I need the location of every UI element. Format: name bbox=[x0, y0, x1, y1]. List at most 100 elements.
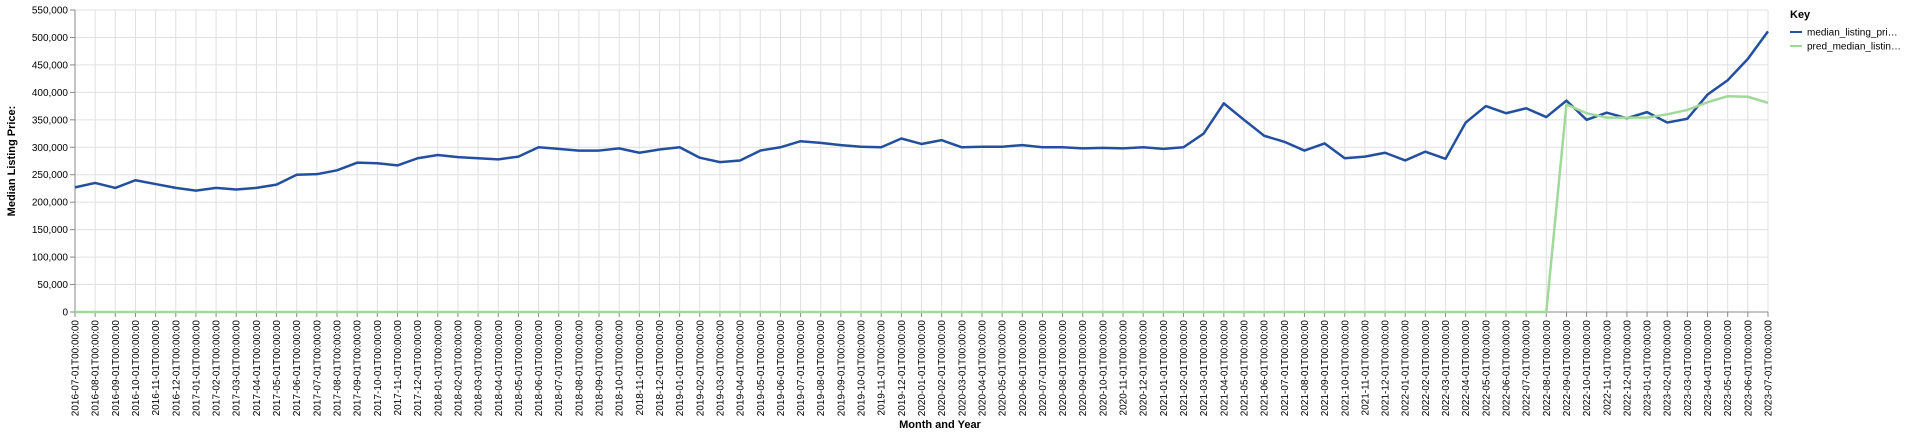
x-tick-label: 2020-07-01T00:00:00 bbox=[1038, 320, 1049, 417]
x-tick-label: 2021-10-01T00:00:00 bbox=[1340, 320, 1351, 417]
x-tick-label: 2016-07-01T00:00:00 bbox=[71, 320, 82, 417]
x-tick-label: 2016-08-01T00:00:00 bbox=[91, 320, 102, 417]
x-tick-label: 2017-10-01T00:00:00 bbox=[373, 320, 384, 417]
y-tick-label: 150,000 bbox=[32, 225, 69, 236]
x-tick-label: 2021-05-01T00:00:00 bbox=[1239, 320, 1250, 417]
x-tick-label: 2021-02-01T00:00:00 bbox=[1179, 320, 1190, 417]
x-tick-label: 2023-05-01T00:00:00 bbox=[1723, 320, 1734, 417]
x-tick-label: 2018-12-01T00:00:00 bbox=[655, 320, 666, 417]
x-tick-label: 2020-01-01T00:00:00 bbox=[917, 320, 928, 417]
x-tick-label: 2017-03-01T00:00:00 bbox=[232, 320, 243, 417]
y-axis-title: Median Listing Price: bbox=[6, 106, 18, 217]
x-tick-label: 2019-07-01T00:00:00 bbox=[796, 320, 807, 417]
x-tick-label: 2022-09-01T00:00:00 bbox=[1562, 320, 1573, 417]
x-tick-label: 2017-01-01T00:00:00 bbox=[191, 320, 202, 417]
x-tick-label: 2017-09-01T00:00:00 bbox=[353, 320, 364, 417]
x-tick-label: 2019-03-01T00:00:00 bbox=[715, 320, 726, 417]
legend-label: median_listing_pri… bbox=[1807, 28, 1898, 39]
x-tick-label: 2020-04-01T00:00:00 bbox=[977, 320, 988, 417]
x-tick-label: 2023-02-01T00:00:00 bbox=[1663, 320, 1674, 417]
y-tick-label: 100,000 bbox=[32, 253, 69, 264]
x-tick-label: 2022-11-01T00:00:00 bbox=[1602, 320, 1613, 416]
x-tick-label: 2017-02-01T00:00:00 bbox=[212, 320, 223, 417]
x-tick-label: 2019-09-01T00:00:00 bbox=[836, 320, 847, 417]
x-tick-label: 2022-06-01T00:00:00 bbox=[1501, 320, 1512, 417]
x-tick-label: 2017-11-01T00:00:00 bbox=[393, 320, 404, 416]
x-tick-label: 2023-04-01T00:00:00 bbox=[1703, 320, 1714, 417]
x-tick-label: 2019-08-01T00:00:00 bbox=[816, 320, 827, 417]
x-tick-label: 2022-05-01T00:00:00 bbox=[1481, 320, 1492, 417]
y-tick-label: 50,000 bbox=[37, 280, 68, 291]
x-tick-label: 2021-04-01T00:00:00 bbox=[1219, 320, 1230, 417]
x-tick-label: 2022-07-01T00:00:00 bbox=[1522, 320, 1533, 417]
x-tick-label: 2023-07-01T00:00:00 bbox=[1764, 320, 1775, 417]
x-tick-label: 2017-07-01T00:00:00 bbox=[312, 320, 323, 417]
x-tick-label: 2021-11-01T00:00:00 bbox=[1360, 320, 1371, 416]
x-tick-label: 2017-05-01T00:00:00 bbox=[272, 320, 283, 417]
x-tick-label: 2020-11-01T00:00:00 bbox=[1119, 320, 1130, 416]
x-tick-label: 2018-10-01T00:00:00 bbox=[615, 320, 626, 417]
x-tick-label: 2019-04-01T00:00:00 bbox=[736, 320, 747, 417]
x-tick-label: 2019-12-01T00:00:00 bbox=[897, 320, 908, 417]
y-tick-label: 200,000 bbox=[32, 198, 69, 209]
x-tick-label: 2020-03-01T00:00:00 bbox=[957, 320, 968, 417]
x-tick-label: 2016-09-01T00:00:00 bbox=[111, 320, 122, 417]
x-tick-label: 2021-07-01T00:00:00 bbox=[1280, 320, 1291, 417]
x-tick-label: 2018-09-01T00:00:00 bbox=[595, 320, 606, 417]
x-tick-label: 2023-06-01T00:00:00 bbox=[1743, 320, 1754, 417]
x-tick-label: 2022-08-01T00:00:00 bbox=[1542, 320, 1553, 417]
x-tick-label: 2018-05-01T00:00:00 bbox=[514, 320, 525, 417]
legend-title: Key bbox=[1790, 9, 1811, 21]
x-tick-label: 2023-01-01T00:00:00 bbox=[1643, 320, 1654, 417]
x-tick-label: 2018-01-01T00:00:00 bbox=[433, 320, 444, 417]
x-tick-label: 2021-09-01T00:00:00 bbox=[1320, 320, 1331, 417]
x-tick-label: 2021-06-01T00:00:00 bbox=[1260, 320, 1271, 417]
x-tick-label: 2020-10-01T00:00:00 bbox=[1098, 320, 1109, 417]
y-tick-label: 400,000 bbox=[32, 88, 69, 99]
x-tick-label: 2018-06-01T00:00:00 bbox=[534, 320, 545, 417]
x-tick-label: 2022-10-01T00:00:00 bbox=[1582, 320, 1593, 417]
y-tick-label: 450,000 bbox=[32, 60, 69, 71]
x-tick-label: 2022-02-01T00:00:00 bbox=[1421, 320, 1432, 417]
x-tick-label: 2019-06-01T00:00:00 bbox=[776, 320, 787, 417]
x-tick-label: 2016-12-01T00:00:00 bbox=[171, 320, 182, 417]
x-tick-label: 2018-11-01T00:00:00 bbox=[635, 320, 646, 416]
x-tick-label: 2017-04-01T00:00:00 bbox=[252, 320, 263, 417]
y-tick-label: 0 bbox=[62, 308, 68, 319]
x-tick-label: 2020-06-01T00:00:00 bbox=[1018, 320, 1029, 417]
x-tick-label: 2022-04-01T00:00:00 bbox=[1461, 320, 1472, 417]
x-tick-label: 2019-05-01T00:00:00 bbox=[756, 320, 767, 417]
x-tick-label: 2019-11-01T00:00:00 bbox=[877, 320, 888, 416]
x-tick-label: 2022-12-01T00:00:00 bbox=[1622, 320, 1633, 417]
y-tick-label: 500,000 bbox=[32, 33, 69, 44]
x-tick-label: 2018-07-01T00:00:00 bbox=[554, 320, 565, 417]
x-tick-label: 2020-05-01T00:00:00 bbox=[998, 320, 1009, 417]
x-tick-label: 2021-08-01T00:00:00 bbox=[1300, 320, 1311, 417]
x-tick-label: 2020-02-01T00:00:00 bbox=[937, 320, 948, 417]
x-tick-label: 2016-11-01T00:00:00 bbox=[151, 320, 162, 416]
x-tick-label: 2023-03-01T00:00:00 bbox=[1683, 320, 1694, 417]
x-tick-label: 2018-02-01T00:00:00 bbox=[453, 320, 464, 417]
x-tick-label: 2020-12-01T00:00:00 bbox=[1139, 320, 1150, 417]
x-tick-label: 2021-01-01T00:00:00 bbox=[1159, 320, 1170, 417]
y-tick-label: 350,000 bbox=[32, 115, 69, 126]
y-tick-label: 250,000 bbox=[32, 170, 69, 181]
legend-label: pred_median_listin… bbox=[1807, 42, 1901, 53]
x-tick-label: 2017-08-01T00:00:00 bbox=[333, 320, 344, 417]
line-series bbox=[74, 30, 1770, 192]
x-tick-label: 2018-04-01T00:00:00 bbox=[494, 320, 505, 417]
y-tick-label: 300,000 bbox=[32, 143, 69, 154]
x-tick-label: 2020-09-01T00:00:00 bbox=[1078, 320, 1089, 417]
line-series bbox=[75, 94, 1769, 314]
x-tick-label: 2022-01-01T00:00:00 bbox=[1401, 320, 1412, 417]
x-tick-label: 2018-03-01T00:00:00 bbox=[474, 320, 485, 417]
x-axis-title: Month and Year bbox=[899, 419, 981, 431]
x-tick-label: 2019-01-01T00:00:00 bbox=[675, 320, 686, 417]
y-tick-label: 550,000 bbox=[32, 6, 69, 17]
x-tick-label: 2017-12-01T00:00:00 bbox=[413, 320, 424, 417]
x-tick-label: 2018-08-01T00:00:00 bbox=[574, 320, 585, 417]
x-tick-label: 2019-02-01T00:00:00 bbox=[695, 320, 706, 417]
x-tick-label: 2016-10-01T00:00:00 bbox=[131, 320, 142, 417]
